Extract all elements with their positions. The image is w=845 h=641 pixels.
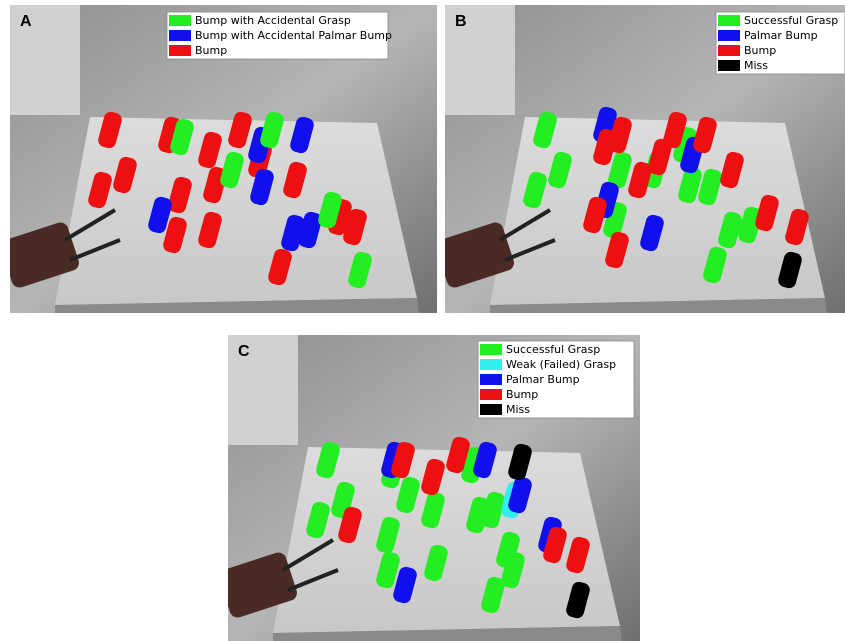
figure: ABump with Accidental GraspBump with Acc…	[0, 0, 845, 641]
legend-swatch	[480, 359, 502, 370]
legend-swatch	[169, 30, 191, 41]
legend: Successful Grasp Palmar Bump Bump Miss	[716, 12, 845, 74]
legend-label: Bump	[744, 44, 776, 57]
legend-swatch	[718, 30, 740, 41]
panel-label: B	[455, 13, 467, 30]
legend-label: Weak (Failed) Grasp	[506, 358, 616, 371]
legend-label: Successful Grasp	[744, 14, 838, 27]
legend-swatch	[718, 45, 740, 56]
legend-label: Bump with Accidental Grasp	[195, 14, 351, 27]
legend-swatch	[480, 404, 502, 415]
legend-label: Bump	[195, 44, 227, 57]
legend-swatch	[718, 60, 740, 71]
legend-swatch	[169, 15, 191, 26]
legend-label: Miss	[506, 403, 530, 416]
legend-label: Bump with Accidental Palmar Bump	[195, 29, 392, 42]
legend-swatch	[169, 45, 191, 56]
legend-label: Palmar Bump	[744, 29, 818, 42]
legend-swatch	[480, 389, 502, 400]
legend-swatch	[718, 15, 740, 26]
legend-swatch	[480, 344, 502, 355]
panel-label: C	[238, 343, 250, 360]
legend-label: Bump	[506, 388, 538, 401]
panel-label: A	[20, 13, 32, 30]
legend-label: Palmar Bump	[506, 373, 580, 386]
page: ABump with Accidental GraspBump with Acc…	[0, 0, 845, 641]
legend: Bump with Accidental Grasp Bump with Acci…	[167, 12, 392, 59]
legend-label: Miss	[744, 59, 768, 72]
legend-swatch	[480, 374, 502, 385]
legend-label: Successful Grasp	[506, 343, 600, 356]
legend: Successful Grasp Weak (Failed) Grasp Palma…	[478, 341, 634, 418]
